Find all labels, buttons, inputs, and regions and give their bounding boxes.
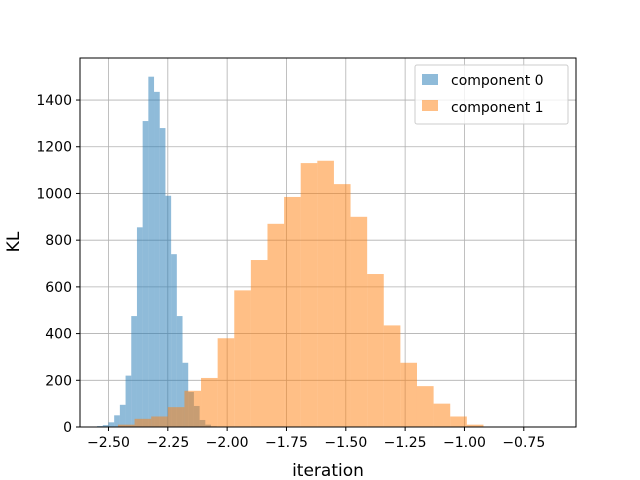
y-tick-label: 0 [63,420,72,436]
histogram-bar-component-1 [383,325,401,427]
histogram-bar-component-1 [367,274,384,427]
histogram-bar-component-1 [284,196,301,427]
histogram-bar-component-1 [300,163,318,427]
x-axis-label: iteration [292,461,364,480]
y-tick-label: 1000 [36,186,72,202]
histogram-bar-component-1 [167,407,185,427]
histogram-bar-component-0 [142,121,149,428]
y-tick-label: 200 [45,373,72,389]
histogram-bar-component-0 [159,128,166,427]
y-axis-label: KL [4,231,24,252]
x-tick-label: −2.50 [87,435,130,451]
ticks-layer: −2.50 −2.25 −2.00 −1.75 −1.50 −1.25 −1.00 −0.75… [36,93,545,451]
histogram-bar-component-0 [131,316,137,427]
histogram-bar-component-1 [117,424,135,427]
histogram-bar-component-0 [176,316,183,427]
legend: component 0 component 1 [414,64,569,125]
histogram-bar-component-1 [134,418,152,427]
histogram-bar-component-1 [217,338,235,427]
histogram-bar-component-0 [148,76,155,428]
legend-box [414,64,569,125]
histogram-bar-component-0 [136,227,143,427]
x-tick-label: −1.75 [265,435,308,451]
x-tick-label: −0.75 [502,435,545,451]
legend-swatch-component-1 [422,100,438,111]
histogram-bar-component-1 [433,403,451,427]
histogram-bar-component-1 [350,216,368,427]
y-tick-label: 1200 [36,140,72,156]
x-tick-label: −1.25 [384,435,427,451]
histogram-bar-component-0 [119,404,126,427]
legend-swatch-component-0 [422,74,438,85]
y-tick-label: 400 [45,327,72,343]
histogram-bar-component-0 [165,195,172,427]
bars-layer [97,76,484,428]
histogram-bar-component-0 [171,254,177,427]
histogram-bar-component-1 [466,424,484,427]
plot-frame [79,57,577,428]
histogram-bar-component-0 [114,415,120,427]
histogram-bar-component-1 [250,260,268,427]
histogram-bar-component-1 [234,290,251,427]
y-tick-label: 800 [45,233,72,249]
histogram-bar-component-1 [400,362,417,427]
histogram-bar-component-1 [450,416,467,427]
x-tick-label: −1.00 [443,435,486,451]
legend-label-component-1: component 1 [451,100,544,116]
histogram-bar-component-1 [317,160,334,427]
histogram-bar-component-0 [108,422,115,427]
y-tick-label: 1400 [36,93,72,109]
histogram-bar-component-1 [416,386,434,427]
histogram-bar-component-1 [333,184,351,427]
histogram-bar-component-1 [184,390,202,427]
histogram-bar-component-0 [154,91,160,427]
histogram-bar-component-0 [125,375,132,427]
histogram-bar-component-1 [151,416,168,427]
y-tick-label: 600 [45,280,72,296]
x-tick-label: −1.50 [324,435,367,451]
legend-label-component-0: component 0 [451,73,544,89]
histogram-bar-component-1 [201,377,218,427]
histogram-bar-component-1 [267,223,285,427]
x-tick-label: −2.25 [146,435,189,451]
histogram-bar-component-0 [102,425,109,427]
x-tick-label: −2.00 [206,435,249,451]
